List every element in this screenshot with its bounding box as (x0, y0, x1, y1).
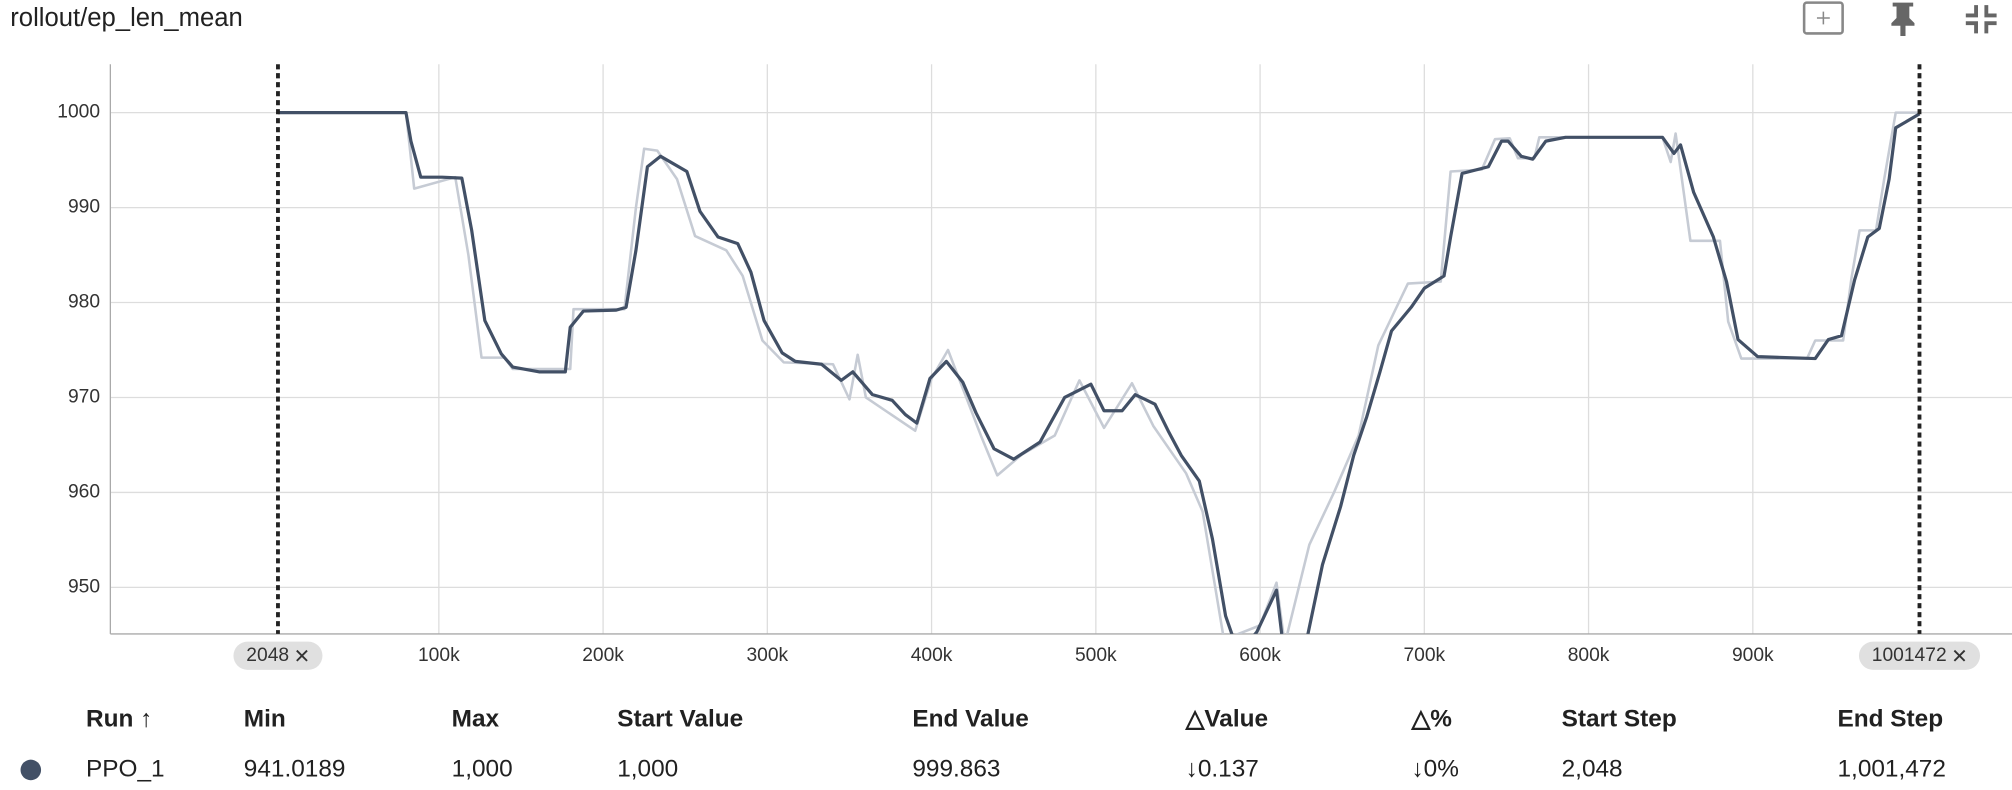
chip-close-icon[interactable] (1953, 649, 1966, 662)
chart-title: rollout/ep_len_mean (10, 4, 243, 32)
x-tick-label: 100k (418, 645, 460, 666)
y-tick-label: 990 (68, 197, 100, 218)
chip-close-icon[interactable] (296, 649, 308, 662)
pin-icon[interactable] (1891, 2, 1915, 36)
table-cell: ↓0% (1411, 755, 1458, 782)
y-tick-label: 950 (68, 576, 100, 597)
table-cell: 999.863 (912, 755, 1000, 782)
x-tick-label: 900k (1732, 645, 1774, 666)
column-header[interactable]: Min (244, 705, 286, 732)
x-tick-label: 300k (746, 645, 788, 666)
x-tick-label: 400k (911, 645, 953, 666)
series-line (277, 111, 1921, 634)
y-tick-label: 980 (68, 292, 100, 313)
range-chip-label: 1001472 (1872, 645, 1947, 666)
column-header[interactable]: Start Step (1562, 705, 1677, 732)
column-header[interactable]: End Value (912, 705, 1029, 732)
series-line (277, 111, 1920, 634)
fit-icon[interactable] (1802, 1, 1844, 35)
table-cell: ↓0.137 (1186, 755, 1259, 782)
table-cell: PPO_1 (86, 755, 165, 782)
x-tick-label: 700k (1403, 645, 1445, 666)
column-header[interactable]: Run ↑ (86, 705, 152, 732)
x-tick-label: 200k (582, 645, 624, 666)
column-header[interactable]: △% (1410, 705, 1452, 732)
y-tick-label: 970 (68, 387, 100, 408)
column-header[interactable]: End Step (1837, 705, 1943, 732)
x-tick-label: 600k (1239, 645, 1281, 666)
range-chip-label: 2048 (246, 645, 289, 666)
x-tick-label: 500k (1075, 645, 1117, 666)
range-chip[interactable] (1858, 641, 1981, 670)
column-header[interactable]: Start Value (617, 705, 743, 732)
table-cell: 941.0189 (244, 755, 346, 782)
table-cell: 1,000 (452, 755, 513, 782)
collapse-icon[interactable] (1965, 5, 1997, 34)
x-tick-label: 800k (1568, 645, 1610, 666)
table-cell: 2,048 (1562, 755, 1623, 782)
y-tick-label: 1000 (57, 102, 100, 123)
table-cell: 1,001,472 (1837, 755, 1945, 782)
table-cell: 1,000 (617, 755, 678, 782)
column-header[interactable]: △Value (1185, 705, 1268, 732)
run-color-dot (20, 759, 42, 781)
range-chip[interactable] (233, 641, 323, 670)
column-header[interactable]: Max (452, 705, 500, 732)
y-tick-label: 960 (68, 482, 100, 503)
